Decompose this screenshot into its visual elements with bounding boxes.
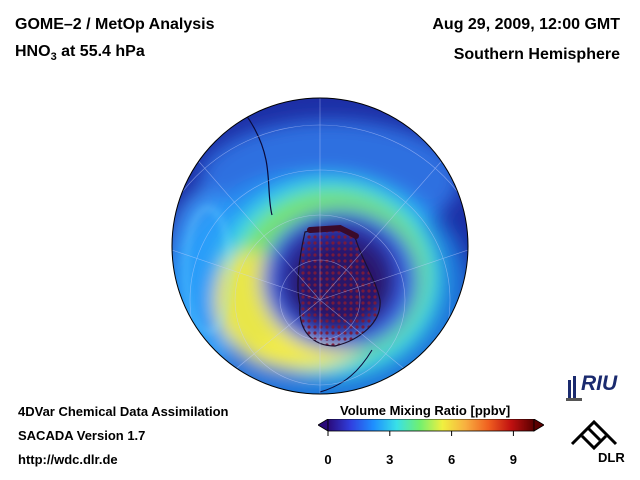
colorbar-max-arrow (533, 419, 544, 432)
globe-outline (171, 97, 469, 395)
colorbar-tick-label: 3 (386, 452, 394, 467)
region-label: Southern Hemisphere (453, 46, 620, 63)
colorbar-title: Volume Mixing Ratio [ppbv] (340, 403, 511, 418)
australia-coast (319, 349, 373, 393)
species-name: HNO (15, 43, 51, 60)
footer-version: SACADA Version 1.7 (18, 428, 146, 443)
antarctica-cap (297, 229, 381, 346)
antarctica-coastline (297, 228, 381, 347)
colorbar-body (327, 419, 535, 432)
colorbar-tick-label: 0 (324, 452, 332, 467)
colorbar-min-arrow (318, 419, 329, 432)
dlr-logo-text: DLR (598, 450, 625, 465)
pressure-level: at 55.4 hPa (56, 43, 145, 60)
riu-logo-text: RIU (581, 372, 618, 395)
datetime-label: Aug 29, 2009, 12:00 GMT (432, 16, 620, 33)
footer-url[interactable]: http://wdc.dlr.de (18, 452, 118, 467)
riu-logo-icon (566, 376, 582, 401)
polar-map (171, 97, 469, 395)
colorbar-tick-label: 9 (509, 452, 517, 467)
species-subscript: 3 (50, 51, 57, 64)
footer-assimilation: 4DVar Chemical Data Assimilation (18, 404, 229, 419)
colorbar (318, 419, 544, 436)
species-label: HNO3 at 55.4 hPa (15, 43, 145, 63)
map-title: GOME–2 / MetOp Analysis (15, 16, 215, 33)
dlr-logo-icon (570, 419, 618, 451)
colorbar-tick-label: 6 (447, 452, 456, 467)
graticule (172, 98, 468, 394)
